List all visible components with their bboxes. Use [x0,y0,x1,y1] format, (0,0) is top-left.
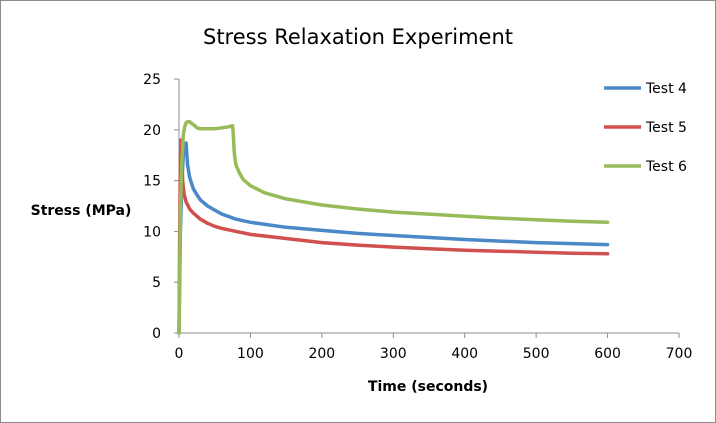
x-tick-label: 600 [594,346,621,362]
x-tick-label: 200 [308,346,335,362]
legend: Test 4 Test 5 Test 6 [604,81,687,175]
series-line-3 [177,119,610,335]
y-tick-label: 0 [152,326,161,342]
y-tick-label: 15 [143,174,161,190]
series-line-1 [177,141,610,335]
legend-label-1: Test 4 [645,81,687,97]
y-tick-label: 25 [143,72,161,88]
x-tick-label: 0 [175,346,184,362]
legend-label-2: Test 5 [645,120,687,136]
x-tick-label: 300 [380,346,407,362]
y-ticks: 0 5 10 15 20 25 [143,72,179,342]
x-tick-label: 500 [523,346,550,362]
y-tick-label: 5 [152,275,161,291]
axes: 0 5 10 15 20 25 0 100 200 300 400 500 600 700 [143,72,692,362]
series-lines [177,119,610,335]
y-tick-label: 20 [143,123,161,139]
legend-label-3: Test 6 [645,159,687,175]
x-tick-label: 400 [451,346,478,362]
y-tick-label: 10 [143,224,161,240]
x-axis-label: Time (seconds) [368,379,488,395]
x-ticks: 0 100 200 300 400 500 600 700 [175,333,693,362]
x-tick-label: 100 [237,346,264,362]
y-axis-label: Stress (MPa) [31,203,132,219]
x-tick-label: 700 [666,346,693,362]
chart-title: Stress Relaxation Experiment [203,25,513,49]
